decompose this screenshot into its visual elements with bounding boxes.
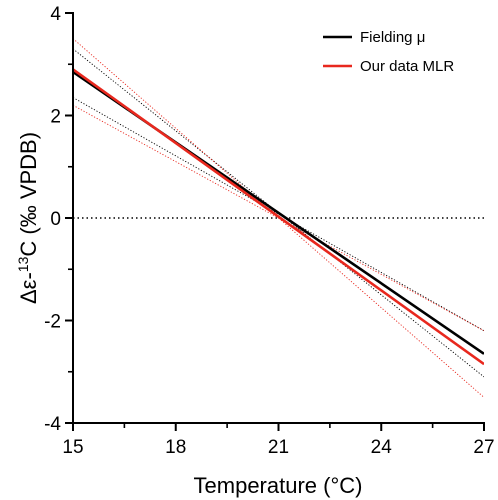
- plot-lines: [73, 38, 484, 398]
- series-2-ci-upper-line: [73, 38, 484, 398]
- y-axis-title: Δε-13C (‰ VPDB): [15, 132, 41, 304]
- y-axis-title-prefix: Δε-: [16, 272, 41, 304]
- series-1-ci-upper-line: [73, 48, 484, 378]
- y-tick-label-4: 4: [50, 4, 61, 25]
- x-axis-title: Temperature (°C): [194, 473, 363, 498]
- x-tick-label-3: 24: [371, 437, 393, 458]
- x-tick-label-2: 21: [268, 437, 289, 458]
- y-tick-label-2: 0: [50, 209, 61, 230]
- series-1-ci-lower-line: [73, 97, 484, 332]
- x-tick-label-0: 15: [62, 437, 83, 458]
- y-tick-label-0: -4: [44, 414, 61, 435]
- series-2-line: [73, 68, 484, 366]
- legend-label-2: Our data MLR: [360, 58, 454, 75]
- legend-label-1: Fielding μ: [360, 29, 425, 46]
- legend: Fielding μ Our data MLR: [323, 29, 454, 75]
- y-axis-title-superscript: 13: [15, 256, 31, 272]
- x-tick-label-4: 27: [473, 437, 494, 458]
- y-tick-label-1: -2: [44, 312, 61, 333]
- x-tick-label-1: 18: [165, 437, 186, 458]
- y-axis-title-suffix: C (‰ VPDB): [16, 132, 41, 257]
- y-tick-label-3: 2: [50, 107, 61, 128]
